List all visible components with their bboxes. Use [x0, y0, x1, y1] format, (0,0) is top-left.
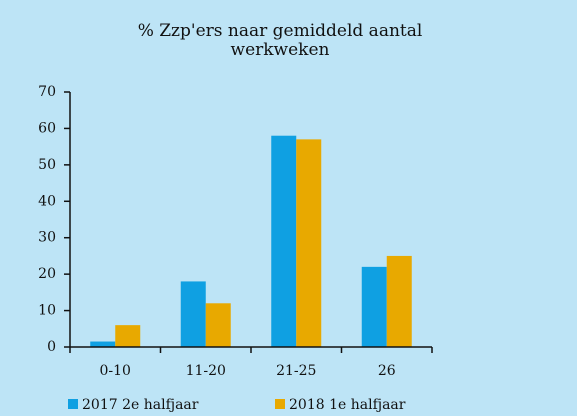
bar [205, 303, 231, 347]
bar [115, 325, 141, 347]
x-tick-label: 0-10 [100, 363, 131, 379]
bar [361, 266, 387, 347]
y-tick-label: 30 [38, 230, 56, 246]
bar [296, 139, 322, 347]
legend-label: 2018 1e halfjaar [289, 397, 406, 413]
bar [180, 281, 206, 347]
y-tick-label: 20 [38, 266, 56, 282]
y-tick-label: 0 [47, 339, 56, 355]
chart-title: % Zzp'ers naar gemiddeld aantal werkweke… [137, 21, 423, 60]
x-tick-label: 21-25 [276, 363, 316, 379]
bar [90, 341, 116, 347]
legend-swatch [275, 399, 285, 409]
y-tick-label: 50 [38, 157, 56, 173]
legend-label: 2017 2e halfjaar [82, 397, 199, 413]
bar [271, 135, 297, 347]
y-tick-label: 60 [38, 120, 56, 136]
y-tick-label: 10 [38, 303, 56, 319]
bar [386, 255, 412, 347]
x-tick-label: 26 [378, 363, 396, 379]
x-tick-label: 11-20 [186, 363, 226, 379]
y-tick-label: 70 [38, 84, 56, 100]
y-tick-label: 40 [38, 193, 56, 209]
legend-swatch [68, 399, 78, 409]
